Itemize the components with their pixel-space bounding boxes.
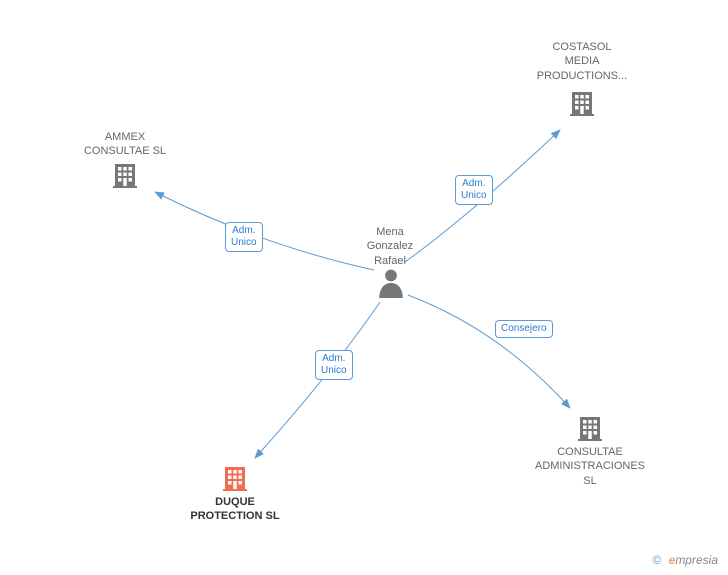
node-duque-label: DUQUE PROTECTION SL	[180, 495, 290, 524]
copyright-icon: ©	[652, 553, 661, 567]
building-icon	[113, 162, 137, 193]
watermark: © empresia	[652, 553, 718, 567]
center-label: Mena Gonzalez Rafael	[360, 225, 420, 268]
edge-label-ammex: Adm. Unico	[225, 222, 263, 252]
edge-label-consultae: Consejero	[495, 320, 553, 338]
diagram-canvas	[0, 0, 728, 575]
building-icon	[578, 415, 602, 446]
building-icon	[223, 465, 247, 496]
node-ammex-label: AMMEX CONSULTAE SL	[75, 130, 175, 159]
node-consultae-label: CONSULTAE ADMINISTRACIONES SL	[525, 445, 655, 488]
edge-label-costasol: Adm. Unico	[455, 175, 493, 205]
edge-label-duque: Adm. Unico	[315, 350, 353, 380]
person-icon	[378, 268, 404, 303]
building-icon	[570, 90, 594, 121]
brand-rest: mpresia	[675, 553, 718, 567]
node-costasol-label: COSTASOL MEDIA PRODUCTIONS...	[530, 40, 634, 83]
